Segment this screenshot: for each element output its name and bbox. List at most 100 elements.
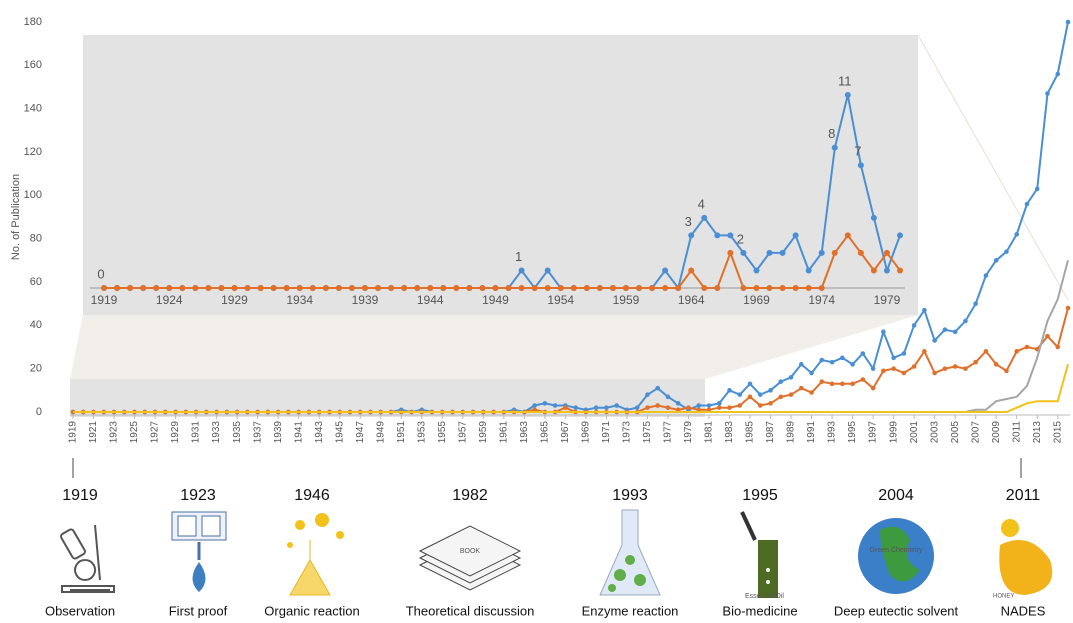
data-point: [753, 267, 760, 274]
data-point: [901, 351, 907, 356]
data-point: [983, 273, 989, 278]
data-point: [518, 267, 525, 274]
x-tick-label: 2005: [950, 421, 961, 444]
data-point: [192, 285, 199, 291]
data-point: [716, 405, 722, 410]
data-point: [973, 301, 978, 306]
data-point: [205, 285, 212, 291]
data-point: [335, 285, 342, 291]
data-point: [655, 403, 660, 408]
data-point: [696, 407, 702, 413]
data-point: [911, 323, 917, 328]
data-point: [244, 285, 251, 291]
data-point: [798, 362, 804, 367]
data-point: [952, 364, 958, 369]
x-tick-label: 1961: [498, 421, 509, 444]
data-point: [593, 405, 599, 410]
y-tick-label: 20: [30, 363, 42, 375]
data-point: [634, 405, 640, 410]
data-point: [778, 394, 784, 400]
data-point: [963, 366, 968, 371]
y-tick-label: 180: [24, 16, 42, 28]
data-point: [665, 394, 671, 400]
data-point: [101, 285, 107, 291]
data-point: [922, 349, 927, 354]
data-point: [1024, 344, 1030, 350]
x-tick-label: 1943: [314, 421, 325, 444]
data-point: [809, 390, 814, 395]
data-point: [544, 267, 551, 274]
milestone-label: Enzyme reaction: [582, 603, 679, 618]
data-point: [557, 285, 564, 291]
x-tick-label: 1924: [156, 293, 183, 307]
data-point: [778, 379, 784, 384]
data-label: 11: [838, 73, 852, 88]
data-point: [768, 388, 773, 393]
data-point: [518, 285, 525, 291]
x-tick-label: 1959: [478, 421, 489, 444]
data-point: [883, 249, 890, 256]
x-tick-label: 1964: [678, 293, 705, 307]
data-point: [716, 401, 722, 406]
milestone-year: 1982: [452, 487, 488, 504]
data-point: [696, 403, 702, 408]
data-point: [1034, 186, 1040, 192]
data-point: [375, 285, 382, 291]
data-point: [1004, 249, 1009, 254]
x-tick-label: 1925: [129, 421, 140, 444]
data-point: [829, 359, 835, 365]
data-point: [231, 285, 238, 291]
x-tick-label: 1973: [622, 421, 633, 444]
y-tick-label: 60: [30, 276, 42, 288]
data-point: [140, 285, 147, 291]
data-point: [552, 403, 558, 408]
data-point: [831, 249, 838, 256]
data-point: [850, 381, 855, 387]
x-tick-label: 1969: [743, 293, 770, 307]
x-tick-label: 2003: [929, 421, 940, 444]
x-tick-label: 1979: [683, 421, 694, 444]
data-point: [766, 249, 773, 256]
data-point: [309, 285, 316, 291]
x-tick-label: 1934: [286, 293, 313, 307]
organic-reaction-icon: [287, 513, 344, 596]
data-point: [881, 368, 886, 374]
data-point: [361, 285, 368, 291]
y-tick-label: 140: [24, 103, 42, 115]
data-point: [844, 232, 851, 239]
x-tick-label: 1997: [868, 421, 879, 444]
x-tick-label: 1919: [68, 421, 79, 444]
data-point: [714, 285, 721, 291]
data-point: [453, 285, 460, 291]
data-point: [166, 285, 173, 291]
milestone-year: 1995: [742, 487, 778, 504]
milestone-year: 1923: [180, 487, 216, 504]
data-label: 2: [737, 231, 744, 246]
data-point: [870, 267, 877, 274]
data-point: [870, 385, 876, 391]
milestone-year: 2004: [878, 487, 914, 504]
data-point: [747, 394, 753, 400]
data-point: [532, 407, 537, 413]
x-tick-label: 1947: [355, 421, 366, 444]
data-point: [727, 232, 734, 239]
data-point: [1045, 91, 1050, 96]
data-label: 3: [685, 214, 692, 229]
book-icon: BOOK: [418, 525, 522, 591]
x-tick-label: 1921: [88, 421, 99, 444]
x-tick-label: 2001: [909, 421, 920, 444]
data-point: [891, 355, 896, 361]
data-point: [993, 362, 999, 367]
data-point: [932, 338, 937, 343]
data-point: [675, 407, 681, 413]
x-tick-label: 1995: [847, 421, 858, 444]
data-point: [779, 285, 786, 291]
enzyme-flask-icon: [599, 509, 661, 596]
milestone-year: 1993: [612, 487, 648, 504]
x-tick-label: 1951: [396, 421, 407, 444]
data-point: [757, 392, 763, 397]
data-point: [779, 249, 786, 256]
data-label: 4: [698, 196, 705, 211]
